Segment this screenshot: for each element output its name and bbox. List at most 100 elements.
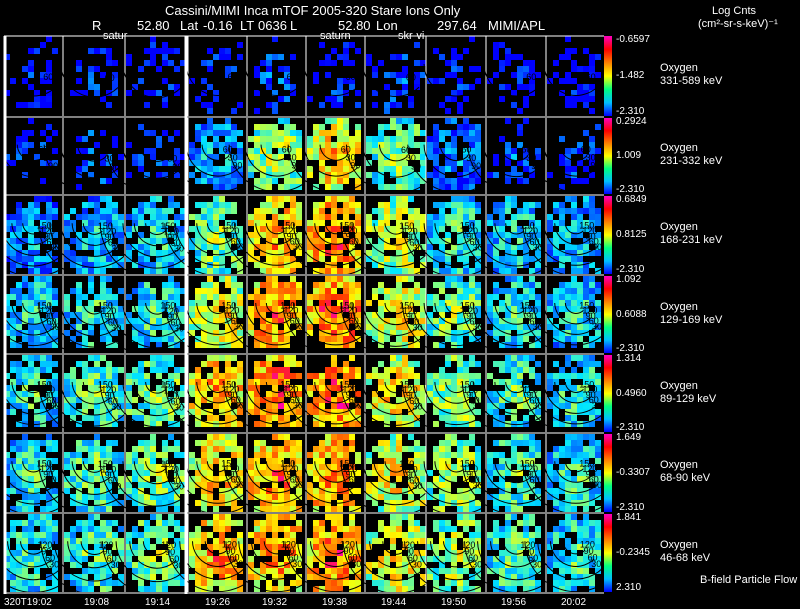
heatmap-cell — [337, 312, 343, 318]
heatmap-cell — [207, 66, 213, 72]
heatmap-cell — [325, 336, 331, 342]
contour-line — [38, 223, 134, 279]
heatmap-cell — [278, 336, 284, 342]
heatmap-cell — [278, 160, 284, 166]
heatmap-cell — [168, 306, 174, 312]
heatmap-cell — [493, 440, 499, 446]
contour-label: 60 — [349, 395, 359, 405]
heatmap-cell — [168, 202, 174, 208]
heatmap-cell — [231, 342, 237, 348]
heatmap-cell — [349, 220, 355, 226]
heatmap-cell — [325, 178, 331, 184]
heatmap-cell — [207, 130, 213, 136]
heatmap-cell — [284, 379, 290, 385]
heatmap-cell — [337, 385, 343, 391]
heatmap-cell — [337, 397, 343, 403]
heatmap-cell — [144, 403, 150, 409]
heatmap-cell — [144, 130, 150, 136]
heatmap-cell — [313, 124, 319, 130]
heatmap-cell — [162, 282, 168, 288]
heatmap-cell — [505, 232, 511, 238]
contour-label: 60 — [581, 145, 591, 155]
heatmap-cell — [260, 367, 266, 373]
heatmap-cell — [463, 250, 469, 256]
heatmap-cell — [499, 397, 505, 403]
heatmap-cell — [272, 36, 278, 42]
heatmap-cell — [106, 494, 112, 500]
contour-label: 60 — [589, 237, 599, 247]
heatmap-cell — [553, 300, 559, 306]
heatmap-cell — [445, 330, 451, 336]
heatmap-cell — [372, 500, 378, 506]
heatmap-cell — [493, 238, 499, 244]
heatmap-cell — [433, 262, 439, 268]
heatmap-cell — [272, 238, 278, 244]
heatmap-cell — [559, 476, 565, 482]
contour-label: 30 — [50, 242, 60, 252]
heatmap-cell — [433, 421, 439, 427]
heatmap-cell — [343, 178, 349, 184]
heatmap-cell — [70, 494, 76, 500]
heatmap-cell — [106, 415, 112, 421]
heatmap-cell — [343, 300, 349, 306]
heatmap-cell — [10, 506, 16, 512]
heatmap-cell — [174, 262, 180, 268]
heatmap-cell — [523, 336, 529, 342]
heatmap-cell — [433, 148, 439, 154]
contour-label: 150 — [339, 221, 354, 231]
heatmap-cell — [100, 72, 106, 78]
heatmap-cell — [583, 90, 589, 96]
heatmap-cell — [52, 130, 58, 136]
contour-label: 30 — [293, 322, 303, 332]
heatmap-cell — [427, 226, 433, 232]
heatmap-cell — [343, 166, 349, 172]
heatmap-panel: 60 — [303, 36, 366, 116]
heatmap-cell — [529, 268, 535, 274]
heatmap-cell — [343, 385, 349, 391]
heatmap-cell — [457, 506, 463, 512]
heatmap-cell — [337, 330, 343, 336]
heatmap-cell — [76, 397, 82, 403]
heatmap-cell — [559, 154, 565, 160]
heatmap-cell — [112, 403, 118, 409]
contour-label: 120 — [40, 226, 55, 236]
contour-label: 30 — [174, 482, 184, 492]
heatmap-cell — [433, 268, 439, 274]
heatmap-cell — [144, 452, 150, 458]
contour-label: 120 — [582, 385, 597, 395]
heatmap-cell — [378, 136, 384, 142]
heatmap-cell — [112, 409, 118, 415]
heatmap-cell — [313, 256, 319, 262]
heatmap-cell — [511, 452, 517, 458]
heatmap-cell — [571, 232, 577, 238]
heatmap-cell — [577, 160, 583, 166]
heatmap-cell — [52, 373, 58, 379]
heatmap-cell — [88, 72, 94, 78]
heatmap-cell — [505, 202, 511, 208]
heatmap-cell — [138, 306, 144, 312]
heatmap-cell — [138, 403, 144, 409]
heatmap-cell — [100, 379, 106, 385]
heatmap-cell — [499, 361, 505, 367]
heatmap-cell — [219, 54, 225, 60]
heatmap-cell — [325, 288, 331, 294]
heatmap-cell — [284, 391, 290, 397]
heatmap-cell — [445, 452, 451, 458]
heatmap-cell — [313, 415, 319, 421]
heatmap-cell — [180, 415, 186, 421]
heatmap-cell — [553, 397, 559, 403]
heatmap-cell — [180, 367, 186, 373]
heatmap-cell — [469, 403, 475, 409]
contour-label: 90 — [48, 161, 58, 171]
heatmap-cell — [225, 160, 231, 166]
heatmap-cell — [10, 440, 16, 446]
contour-line — [185, 63, 241, 96]
heatmap-cell — [402, 262, 408, 268]
heatmap-cell — [372, 336, 378, 342]
heatmap-cell — [278, 403, 284, 409]
heatmap-cell — [343, 148, 349, 154]
contour-label: 60 — [469, 317, 479, 327]
heatmap-cell — [325, 300, 331, 306]
heatmap-cell — [337, 166, 343, 172]
